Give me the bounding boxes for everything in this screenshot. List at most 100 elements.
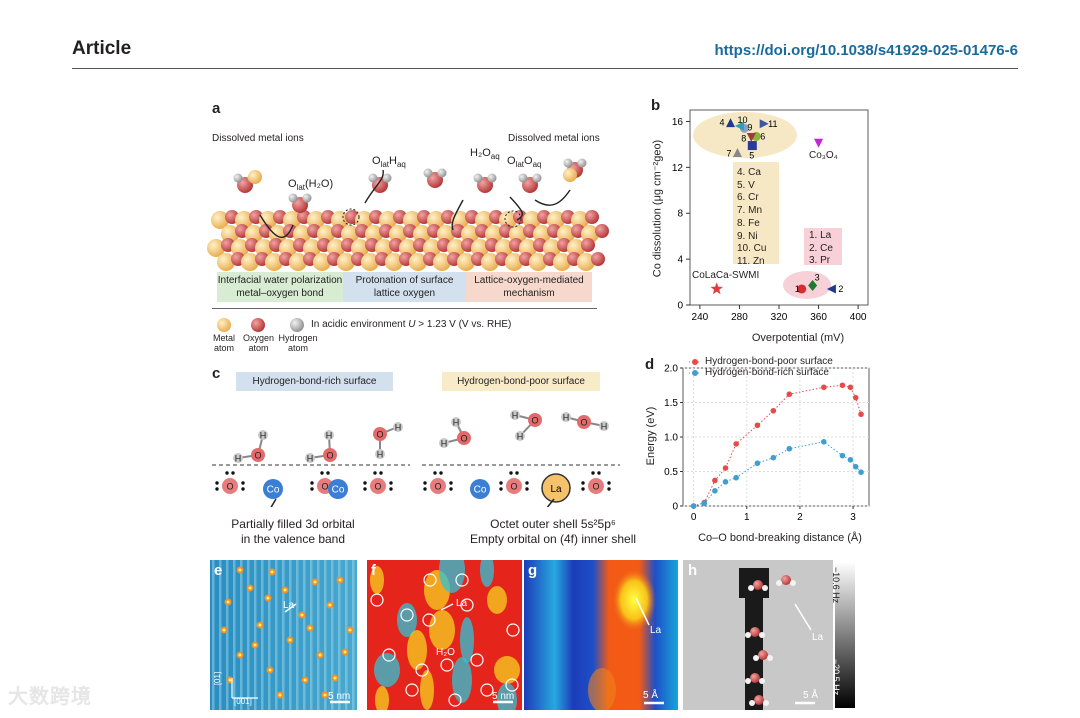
- e-atomic-row: [338, 560, 341, 710]
- h-water-oxygen: [750, 627, 760, 637]
- e-atomic-row: [331, 560, 334, 710]
- panel-a-divider: [212, 308, 597, 309]
- c-lattice-oxygen-label: O: [374, 482, 381, 492]
- b-point-label: 11: [768, 119, 777, 129]
- water-hydrogen: [382, 173, 392, 183]
- f-la-circle: [480, 683, 494, 697]
- h-colorbar: [835, 562, 855, 708]
- c-arrow-la: [546, 498, 555, 507]
- h-scale-label: 5 Å: [803, 690, 819, 701]
- e-la-dot-core: [300, 613, 304, 617]
- c-lattice-oxygen-label: O: [226, 482, 233, 492]
- e-la-dot-core: [333, 676, 337, 680]
- f-la-circle: [448, 693, 462, 707]
- g-arrow: [635, 597, 650, 626]
- c-lattice-oxygen-label: O: [434, 482, 441, 492]
- d-point: [821, 384, 827, 391]
- lattice-metal-atom: [211, 211, 229, 229]
- e-la-dot-core: [266, 596, 270, 600]
- g-la-bright-spot: [612, 568, 656, 632]
- b-point-label: 5: [749, 151, 754, 161]
- water-hydrogen: [288, 193, 298, 203]
- h-water-hydrogen: [776, 580, 782, 586]
- c-oxygen: [457, 431, 471, 445]
- c-hydrogen: [393, 422, 403, 432]
- panel-c-label: c: [212, 365, 221, 382]
- lattice-metal-atom: [505, 253, 523, 271]
- e-la-dot-core: [248, 586, 252, 590]
- d-point: [733, 441, 739, 447]
- lattice-metal-atom: [433, 253, 451, 271]
- c-hydrogen-label: H: [395, 423, 402, 433]
- d-xtick-label: 3: [850, 512, 856, 523]
- arrow-a4: [509, 196, 523, 221]
- b-cluster-labels: 4. Ca 5. V 6. Cr 7. Mn 8. Fe 9. Ni 10. C…: [737, 167, 766, 269]
- e-la-dot-core: [222, 628, 226, 632]
- electron-dot: [373, 471, 377, 475]
- b-ref-legend-box: [804, 228, 842, 265]
- lattice-metal-atom: [577, 253, 595, 271]
- e-atomic-row: [324, 560, 327, 710]
- f-texture-blob: [370, 566, 384, 594]
- f-arrow: [440, 603, 454, 611]
- d-xtick-label: 1: [744, 512, 750, 523]
- c-lattice-oxygen-label: O: [321, 482, 328, 492]
- e-la-dot-core: [343, 650, 347, 654]
- e-atomic-row: [268, 560, 271, 710]
- c-lattice-oxygen: [370, 478, 386, 494]
- lattice-metal-atom: [385, 253, 403, 271]
- c-oxygen: [577, 415, 591, 429]
- electron-dot: [231, 471, 235, 475]
- panel-b-label: b: [651, 97, 661, 114]
- panel-g-label: g: [528, 562, 538, 579]
- c-hydrogen-label: H: [441, 439, 448, 449]
- d-point: [722, 479, 729, 485]
- electron-dot: [581, 481, 585, 485]
- f-texture-blob: [487, 586, 507, 614]
- electron-dot: [310, 481, 314, 485]
- b-point-8: [746, 133, 756, 143]
- legend-oxygen-text: Oxygen atom: [242, 333, 275, 353]
- lattice-metal-atom: [265, 253, 283, 271]
- e-atomic-row: [275, 560, 278, 710]
- lattice-metal-atom: [241, 253, 259, 271]
- e-la-dot-core: [226, 600, 230, 604]
- f-texture-blob: [460, 617, 474, 663]
- water-hydrogen: [302, 193, 312, 203]
- electron-dot: [215, 481, 219, 485]
- d-point: [821, 439, 827, 445]
- d-point: [754, 422, 761, 429]
- water-hydrogen: [437, 168, 447, 178]
- e-la-dot-core: [328, 603, 332, 607]
- d-point: [852, 463, 859, 470]
- f-texture-blob: [374, 653, 400, 687]
- electron-dot: [525, 481, 529, 485]
- lattice-metal-atom: [337, 253, 355, 271]
- doi-link[interactable]: https://doi.org/10.1038/s41929-025-01476…: [714, 42, 1019, 59]
- electron-dot: [389, 487, 393, 491]
- article-heading: Article: [72, 38, 132, 59]
- water-hydrogen: [532, 173, 542, 183]
- h-cb-bottom-label: −20.5 Hz: [831, 658, 842, 696]
- d-point: [733, 474, 739, 481]
- b-point-2: [826, 284, 836, 294]
- d-legend-rich-marker: [692, 370, 698, 376]
- lattice-metal-atom: [207, 239, 225, 257]
- d-legend-poor-text: Hydrogen-bond-poor surface: [705, 356, 833, 367]
- h-water-oxygen: [781, 575, 791, 585]
- f-texture-blob: [497, 683, 517, 710]
- c-poor-title: Hydrogen-bond-poor surface: [442, 372, 600, 391]
- h-water-hydrogen: [748, 585, 754, 591]
- f-texture-blob: [494, 656, 520, 684]
- b-ytick-label: 8: [677, 209, 683, 220]
- d-point: [858, 469, 864, 475]
- water-hydrogen: [473, 173, 483, 183]
- electron-dot: [379, 471, 383, 475]
- e-la-dot-core: [288, 638, 292, 642]
- c-hydrogen-label: H: [307, 454, 314, 464]
- e-la-dot-core: [338, 578, 342, 582]
- d-xlabel: Co–O bond-breaking distance (Å): [698, 532, 862, 544]
- b-point-1: [797, 284, 807, 294]
- lattice-metal-atom: [217, 253, 235, 271]
